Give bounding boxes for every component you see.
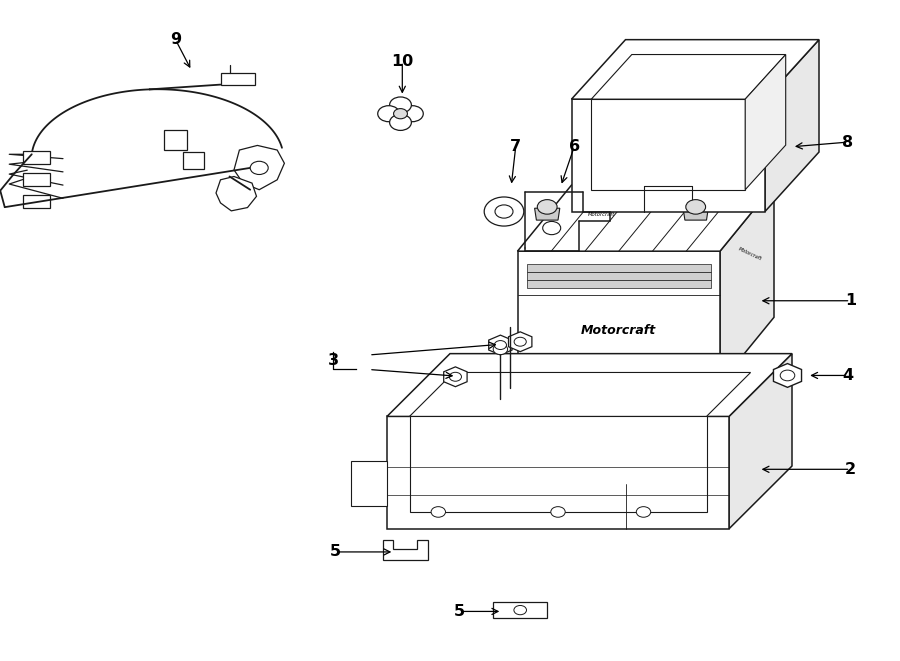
Circle shape bbox=[431, 506, 446, 517]
Polygon shape bbox=[773, 364, 802, 387]
Circle shape bbox=[378, 106, 400, 122]
Polygon shape bbox=[513, 383, 725, 395]
Circle shape bbox=[449, 372, 462, 381]
Polygon shape bbox=[745, 54, 786, 190]
Polygon shape bbox=[526, 264, 711, 272]
Polygon shape bbox=[729, 354, 792, 529]
Text: Motorcraft: Motorcraft bbox=[588, 212, 615, 217]
Text: 10: 10 bbox=[392, 54, 413, 69]
Polygon shape bbox=[720, 185, 774, 383]
Circle shape bbox=[686, 200, 706, 214]
Polygon shape bbox=[382, 540, 428, 560]
Polygon shape bbox=[535, 208, 560, 220]
Circle shape bbox=[250, 161, 268, 175]
Circle shape bbox=[401, 106, 423, 122]
Circle shape bbox=[493, 344, 508, 354]
Polygon shape bbox=[164, 130, 187, 150]
Circle shape bbox=[780, 370, 795, 381]
Text: 7: 7 bbox=[510, 139, 521, 154]
Circle shape bbox=[636, 506, 651, 517]
Polygon shape bbox=[526, 272, 711, 280]
Text: Motorcraft: Motorcraft bbox=[737, 247, 762, 262]
Polygon shape bbox=[22, 173, 50, 186]
Text: 8: 8 bbox=[842, 135, 853, 149]
Polygon shape bbox=[493, 602, 547, 618]
Polygon shape bbox=[591, 54, 786, 99]
Polygon shape bbox=[518, 251, 720, 383]
Polygon shape bbox=[22, 195, 50, 208]
Polygon shape bbox=[234, 145, 284, 190]
Polygon shape bbox=[526, 280, 711, 288]
Circle shape bbox=[543, 221, 561, 235]
Polygon shape bbox=[220, 73, 255, 85]
Polygon shape bbox=[410, 416, 706, 512]
Text: 6: 6 bbox=[569, 139, 580, 154]
Polygon shape bbox=[387, 416, 729, 529]
Polygon shape bbox=[683, 208, 708, 220]
Polygon shape bbox=[410, 373, 751, 416]
Polygon shape bbox=[518, 185, 774, 251]
Polygon shape bbox=[489, 335, 512, 355]
Text: 1: 1 bbox=[845, 293, 856, 308]
Circle shape bbox=[537, 200, 557, 214]
Circle shape bbox=[484, 197, 524, 226]
Polygon shape bbox=[508, 332, 532, 352]
Circle shape bbox=[514, 605, 526, 615]
Circle shape bbox=[390, 97, 411, 113]
Text: 4: 4 bbox=[842, 368, 853, 383]
Circle shape bbox=[494, 340, 507, 350]
Text: 5: 5 bbox=[454, 604, 464, 619]
Circle shape bbox=[495, 205, 513, 218]
Polygon shape bbox=[572, 40, 819, 99]
Text: 2: 2 bbox=[845, 462, 856, 477]
Text: 9: 9 bbox=[170, 32, 181, 47]
Polygon shape bbox=[444, 367, 467, 387]
Text: 3: 3 bbox=[328, 353, 338, 368]
Polygon shape bbox=[22, 151, 50, 164]
Polygon shape bbox=[387, 354, 792, 416]
Polygon shape bbox=[572, 99, 765, 212]
Polygon shape bbox=[216, 176, 256, 211]
Circle shape bbox=[514, 337, 526, 346]
Circle shape bbox=[390, 114, 411, 130]
Polygon shape bbox=[591, 99, 745, 190]
Polygon shape bbox=[351, 461, 387, 506]
Circle shape bbox=[393, 108, 408, 119]
Polygon shape bbox=[183, 152, 204, 169]
Text: Motorcraft: Motorcraft bbox=[581, 324, 656, 337]
Circle shape bbox=[551, 506, 565, 517]
Text: 5: 5 bbox=[330, 545, 341, 559]
Polygon shape bbox=[765, 40, 819, 212]
